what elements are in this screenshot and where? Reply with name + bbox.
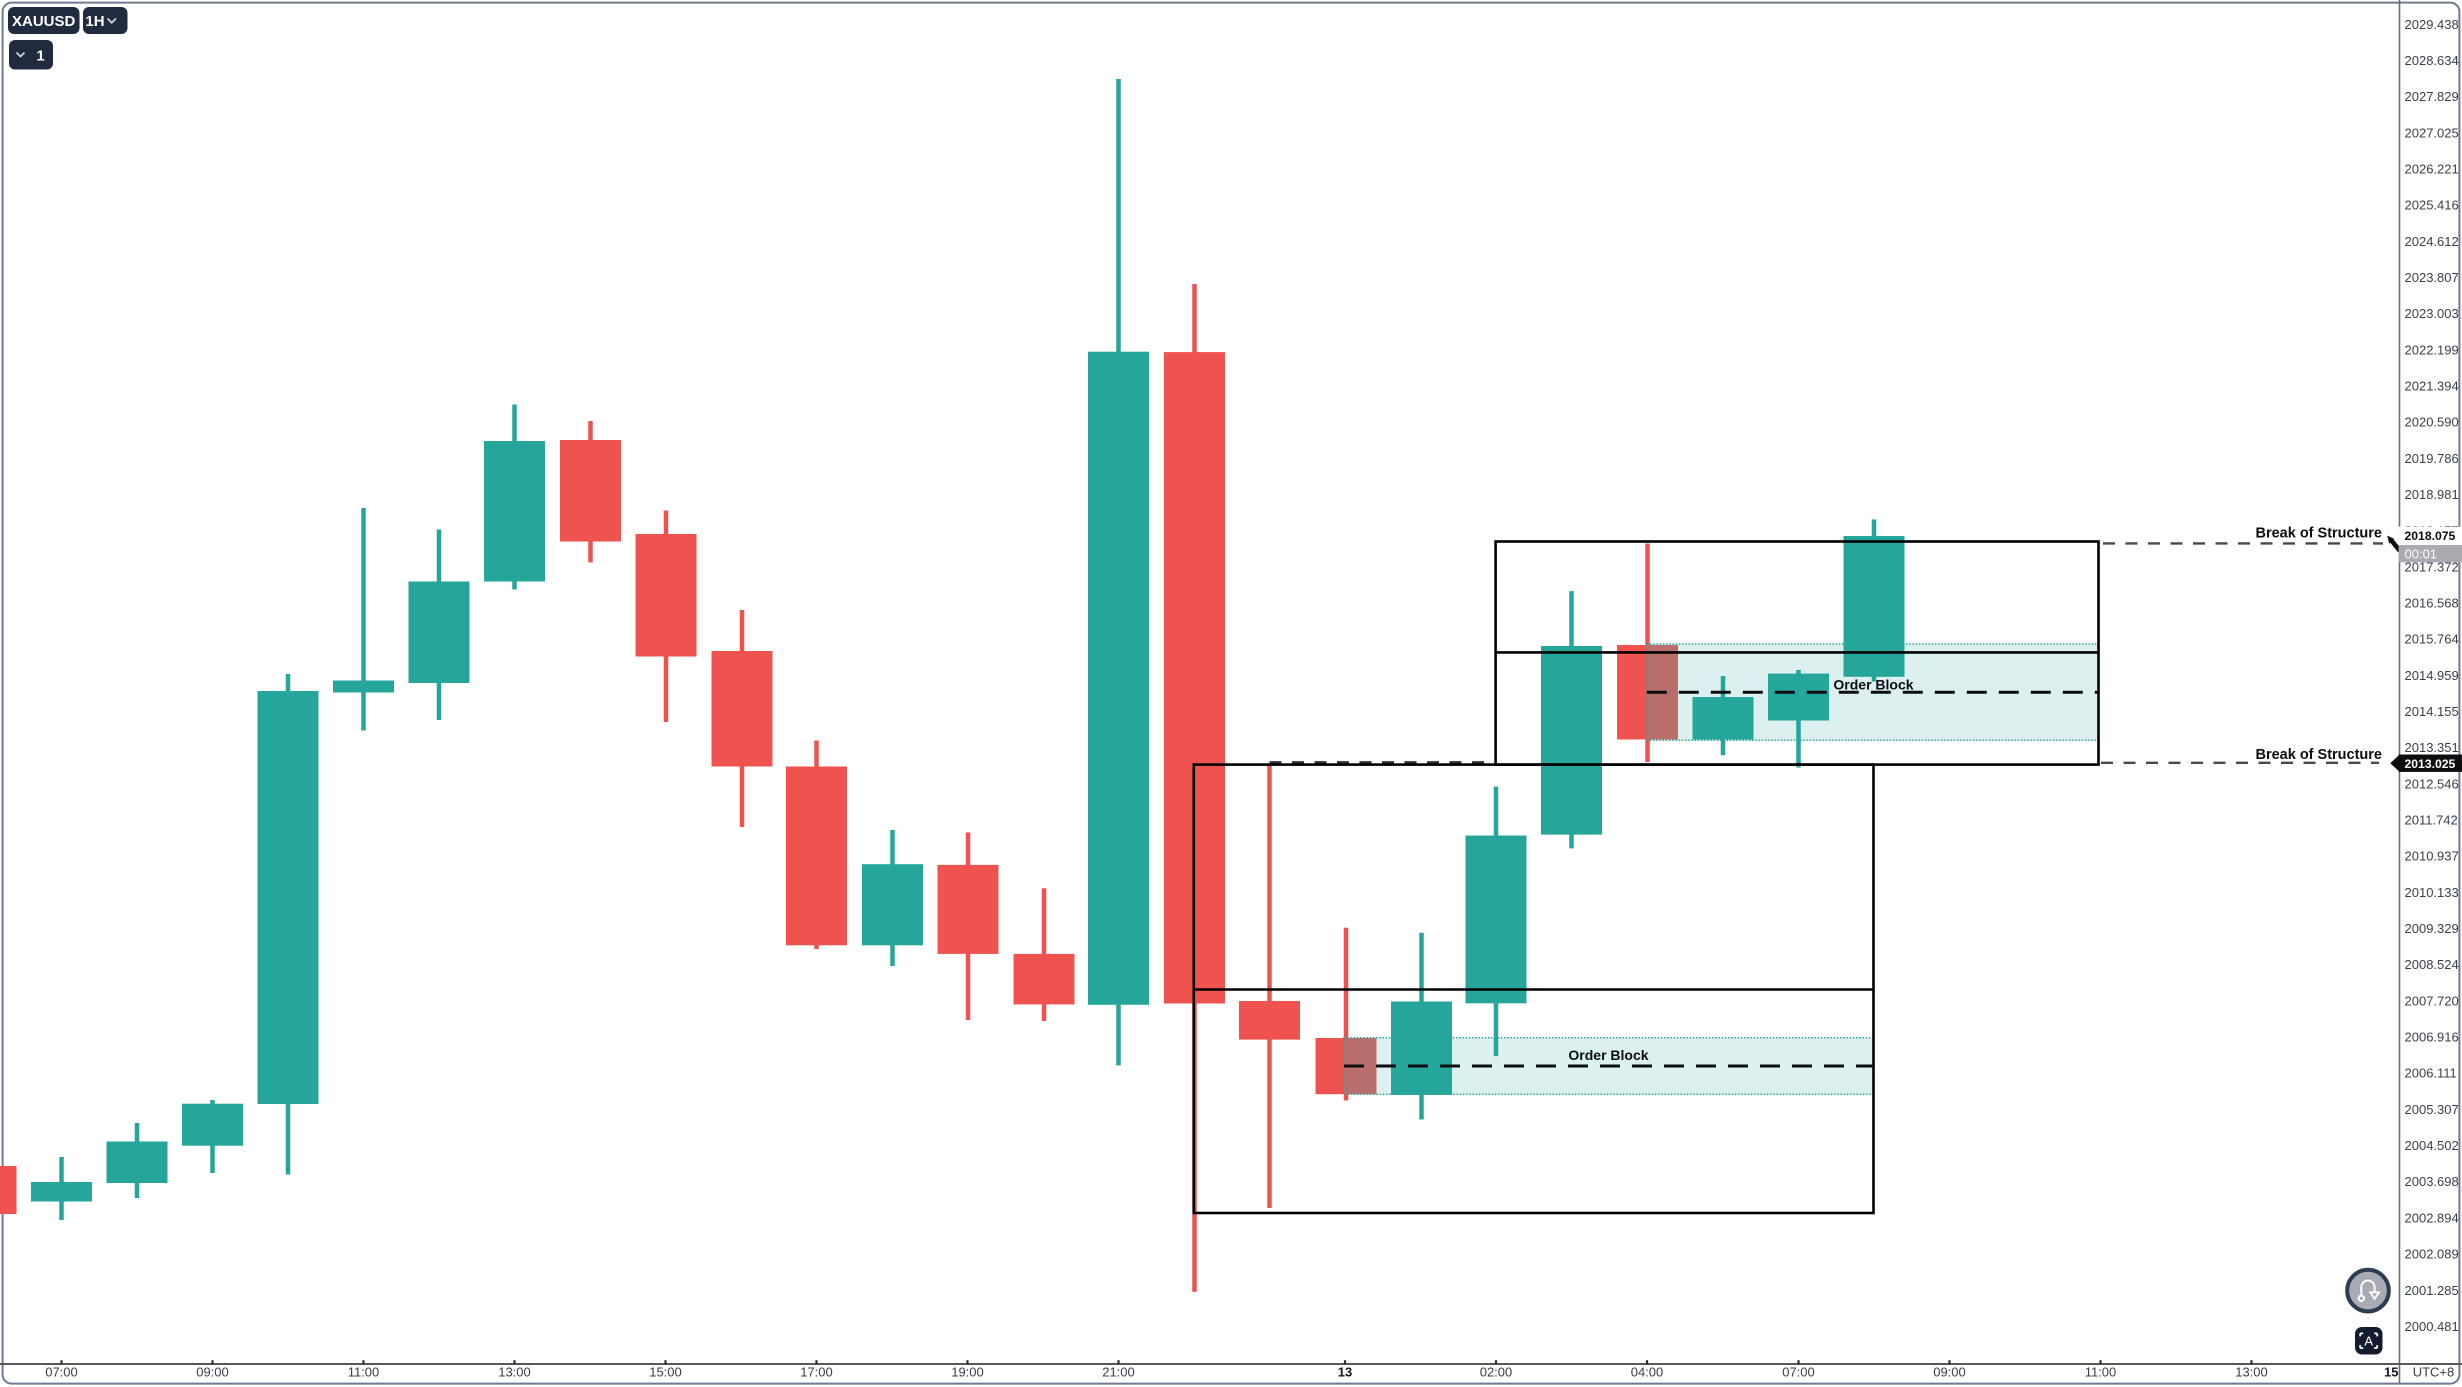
- svg-text:15:00: 15:00: [649, 1364, 682, 1379]
- svg-text:2025.416: 2025.416: [2405, 198, 2459, 213]
- svg-text:2016.568: 2016.568: [2405, 596, 2459, 611]
- svg-text:11:00: 11:00: [2085, 1364, 2117, 1379]
- svg-text:19:00: 19:00: [951, 1364, 984, 1379]
- svg-text:2013.025: 2013.025: [2405, 757, 2456, 771]
- svg-text:2006.111: 2006.111: [2405, 1066, 2457, 1081]
- svg-text:07:00: 07:00: [1782, 1364, 1815, 1379]
- svg-text:2002.089: 2002.089: [2405, 1247, 2459, 1262]
- svg-text:13:00: 13:00: [498, 1364, 531, 1379]
- svg-text:2015.764: 2015.764: [2405, 632, 2459, 647]
- svg-text:2010.937: 2010.937: [2405, 849, 2459, 864]
- svg-text:00:01: 00:01: [2405, 547, 2438, 562]
- svg-text:21:00: 21:00: [1102, 1364, 1135, 1379]
- svg-text:2026.221: 2026.221: [2405, 162, 2459, 177]
- svg-text:2014.155: 2014.155: [2405, 704, 2459, 719]
- svg-text:Order Block: Order Block: [1833, 677, 1913, 693]
- svg-text:2010.133: 2010.133: [2405, 885, 2459, 900]
- svg-text:09:00: 09:00: [196, 1364, 229, 1379]
- svg-text:2003.698: 2003.698: [2405, 1174, 2459, 1189]
- svg-text:XAUUSD: XAUUSD: [12, 13, 76, 30]
- svg-text:2002.894: 2002.894: [2405, 1210, 2459, 1225]
- svg-text:Break of Structure: Break of Structure: [2255, 526, 2382, 542]
- svg-text:2028.634: 2028.634: [2405, 53, 2459, 68]
- svg-text:2029.438: 2029.438: [2405, 17, 2459, 32]
- svg-text:04:00: 04:00: [1631, 1364, 1664, 1379]
- svg-text:2027.025: 2027.025: [2405, 125, 2459, 140]
- svg-text:1: 1: [36, 48, 44, 65]
- svg-text:2000.481: 2000.481: [2405, 1319, 2459, 1334]
- svg-text:2020.590: 2020.590: [2405, 415, 2459, 430]
- svg-text:2019.786: 2019.786: [2405, 451, 2459, 466]
- svg-text:2009.329: 2009.329: [2405, 921, 2459, 936]
- svg-text:13:00: 13:00: [2235, 1364, 2268, 1379]
- svg-text:2021.394: 2021.394: [2405, 379, 2459, 394]
- svg-text:2018.981: 2018.981: [2405, 487, 2459, 502]
- svg-text:A: A: [2364, 1334, 2373, 1349]
- svg-text:2027.829: 2027.829: [2405, 89, 2459, 104]
- svg-text:17:00: 17:00: [800, 1364, 833, 1379]
- svg-text:2013.351: 2013.351: [2405, 740, 2459, 755]
- svg-text:13: 13: [1338, 1364, 1352, 1379]
- svg-text:UTC+8: UTC+8: [2413, 1364, 2455, 1379]
- svg-text:2017.372: 2017.372: [2405, 559, 2459, 574]
- svg-text:2023.807: 2023.807: [2405, 270, 2459, 285]
- svg-text:2014.959: 2014.959: [2405, 668, 2459, 683]
- svg-text:02:00: 02:00: [1480, 1364, 1513, 1379]
- svg-text:Order Block: Order Block: [1568, 1047, 1648, 1063]
- svg-text:Break of Structure: Break of Structure: [2255, 747, 2382, 763]
- svg-text:2012.546: 2012.546: [2405, 776, 2459, 791]
- svg-text:1H: 1H: [85, 13, 104, 30]
- svg-text:15: 15: [2384, 1364, 2398, 1379]
- svg-text:2008.524: 2008.524: [2405, 957, 2459, 972]
- svg-text:2005.307: 2005.307: [2405, 1102, 2459, 1117]
- svg-text:07:00: 07:00: [45, 1364, 78, 1379]
- svg-text:2023.003: 2023.003: [2405, 306, 2459, 321]
- svg-text:2024.612: 2024.612: [2405, 234, 2459, 249]
- svg-text:11:00: 11:00: [348, 1364, 380, 1379]
- svg-text:2018.075: 2018.075: [2405, 529, 2456, 543]
- svg-text:2011.742: 2011.742: [2405, 813, 2458, 828]
- svg-text:2007.720: 2007.720: [2405, 993, 2459, 1008]
- svg-text:09:00: 09:00: [1933, 1364, 1966, 1379]
- svg-text:2001.285: 2001.285: [2405, 1283, 2459, 1298]
- svg-text:2004.502: 2004.502: [2405, 1138, 2459, 1153]
- svg-text:2006.916: 2006.916: [2405, 1030, 2459, 1045]
- svg-text:2022.199: 2022.199: [2405, 342, 2459, 357]
